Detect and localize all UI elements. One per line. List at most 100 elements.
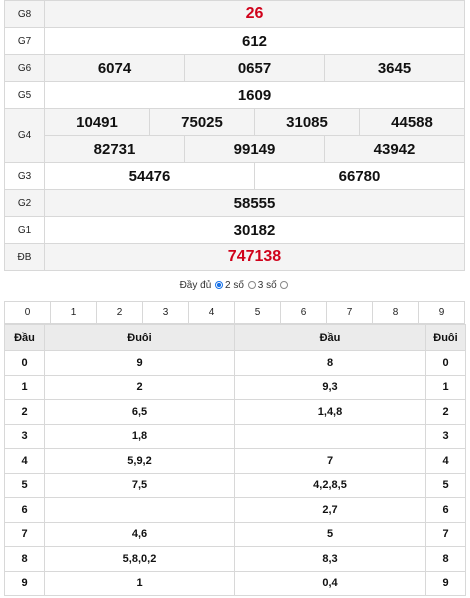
digit-filter-5[interactable]: 5 — [235, 302, 281, 323]
table-row: 3 1,8 3 — [4, 423, 466, 449]
prize-label: G1 — [4, 216, 45, 244]
prize-number: 747138 — [44, 243, 465, 271]
tail-digit: 5 — [425, 472, 466, 498]
table-row: 8 5,8,0,2 8,3 8 — [4, 546, 466, 572]
tail-digit: 1 — [425, 374, 466, 400]
tail-digit: 0 — [425, 350, 466, 376]
digit-filter-7[interactable]: 7 — [327, 302, 373, 323]
tail-digit: 4 — [425, 448, 466, 474]
prize-row-g4-second: 82731 99149 43942 — [5, 135, 465, 163]
prize-number: 43942 — [324, 135, 465, 163]
head-digit: 5 — [4, 472, 45, 498]
mode-two-label[interactable]: 2 số — [225, 280, 244, 291]
tail-digit: 2 — [425, 399, 466, 425]
prize-number: 1609 — [44, 81, 465, 109]
digit-filter-4[interactable]: 4 — [189, 302, 235, 323]
tail-digit: 9 — [425, 570, 466, 596]
head-digits: 0,4 — [234, 570, 426, 596]
tail-digit: 7 — [425, 521, 466, 547]
digit-filter-3[interactable]: 3 — [143, 302, 189, 323]
head-digit: 8 — [4, 546, 45, 572]
tail-digits: 5,9,2 — [44, 448, 235, 474]
results-table: G8 26 G7 612 G6 6074 0657 3645 G5 1609 G… — [4, 0, 465, 271]
prize-label: G3 — [4, 162, 45, 190]
column-header-head: Đầu — [234, 324, 426, 351]
tail-digits: 9 — [44, 350, 235, 376]
prize-row-g2: G2 58555 — [4, 189, 465, 217]
head-digits: 4,2,8,5 — [234, 472, 426, 498]
tail-digits: 1,8 — [44, 423, 235, 449]
prize-number: 3645 — [324, 54, 465, 82]
head-digits: 7 — [234, 448, 426, 474]
table-row: 5 7,5 4,2,8,5 5 — [4, 472, 466, 498]
tail-digits: 5,8,0,2 — [44, 546, 235, 572]
prize-number: 58555 — [44, 189, 465, 217]
table-row: 9 1 0,4 9 — [4, 570, 466, 596]
prize-row-g6: G6 6074 0657 3645 — [4, 54, 465, 82]
mode-three-digit-radio[interactable] — [247, 281, 256, 289]
head-digit: 9 — [4, 570, 45, 596]
head-digits: 8,3 — [234, 546, 426, 572]
head-digits: 5 — [234, 521, 426, 547]
prize-label: ĐB — [4, 243, 45, 271]
tail-digit: 8 — [425, 546, 466, 572]
digit-filter-8[interactable]: 8 — [373, 302, 419, 323]
head-digit: 4 — [4, 448, 45, 474]
head-digit: 2 — [4, 399, 45, 425]
mode-full-radio[interactable] — [280, 281, 289, 289]
digit-filter-0[interactable]: 0 — [5, 302, 51, 323]
head-digits: 8 — [234, 350, 426, 376]
prize-row-g5: G5 1609 — [4, 81, 465, 109]
tail-digit: 3 — [425, 423, 466, 449]
prize-number: 26 — [44, 0, 465, 28]
head-digit: 3 — [4, 423, 45, 449]
digit-filter-6[interactable]: 6 — [281, 302, 327, 323]
column-header-tail: Đuôi — [44, 324, 235, 351]
table-row: 1 2 9,3 1 — [4, 374, 466, 400]
head-digit: 6 — [4, 497, 45, 523]
tail-digits: 7,5 — [44, 472, 235, 498]
head-digits: 9,3 — [234, 374, 426, 400]
table-row: 2 6,5 1,4,8 2 — [4, 399, 466, 425]
digit-filter-2[interactable]: 2 — [97, 302, 143, 323]
digit-filter-1[interactable]: 1 — [51, 302, 97, 323]
prize-number: 66780 — [254, 162, 465, 190]
prize-number: 31085 — [254, 108, 360, 136]
mode-full-label[interactable]: Đầy đủ — [179, 280, 212, 291]
table-row: 7 4,6 5 7 — [4, 521, 466, 547]
tail-digits — [44, 497, 235, 523]
prize-number: 75025 — [149, 108, 255, 136]
head-tail-table: Đầu Đuôi Đầu Đuôi 0 9 8 0 1 2 9,3 1 2 6,5 1,4,8 2 3 1… — [4, 324, 466, 596]
prize-row-g7: G7 612 — [4, 27, 465, 55]
prize-number: 6074 — [44, 54, 185, 82]
prize-row-g1: G1 30182 — [4, 216, 465, 244]
prize-label: G7 — [4, 27, 45, 55]
head-digits — [234, 423, 426, 449]
prize-number: 54476 — [44, 162, 255, 190]
table-row: 6 2,7 6 — [4, 497, 466, 523]
tail-digits: 6,5 — [44, 399, 235, 425]
prize-number: 44588 — [359, 108, 465, 136]
prize-number: 82731 — [44, 135, 185, 163]
prize-label: G5 — [4, 81, 45, 109]
prize-row-special: ĐB 747138 — [4, 243, 465, 271]
tail-digits: 2 — [44, 374, 235, 400]
head-digits: 2,7 — [234, 497, 426, 523]
mode-two-digit-radio[interactable] — [215, 281, 224, 289]
prize-number: 99149 — [184, 135, 325, 163]
column-header-head: Đầu — [4, 324, 45, 351]
prize-label: G8 — [4, 0, 45, 28]
head-digit: 7 — [4, 521, 45, 547]
tail-digits: 4,6 — [44, 521, 235, 547]
tail-digit: 6 — [425, 497, 466, 523]
head-tail-header-row: Đầu Đuôi Đầu Đuôi — [4, 324, 466, 351]
prize-label: G2 — [4, 189, 45, 217]
display-mode-selector: Đầy đủ 2 số 3 số — [0, 279, 470, 293]
digit-filter: 0 1 2 3 4 5 6 7 8 9 — [4, 301, 465, 324]
digit-filter-9[interactable]: 9 — [438, 307, 445, 318]
mode-three-label[interactable]: 3 số — [257, 280, 277, 291]
prize-number: 0657 — [184, 54, 325, 82]
column-header-tail: Đuôi — [425, 324, 466, 351]
table-row: 4 5,9,2 7 4 — [4, 448, 466, 474]
prize-number: 30182 — [44, 216, 465, 244]
